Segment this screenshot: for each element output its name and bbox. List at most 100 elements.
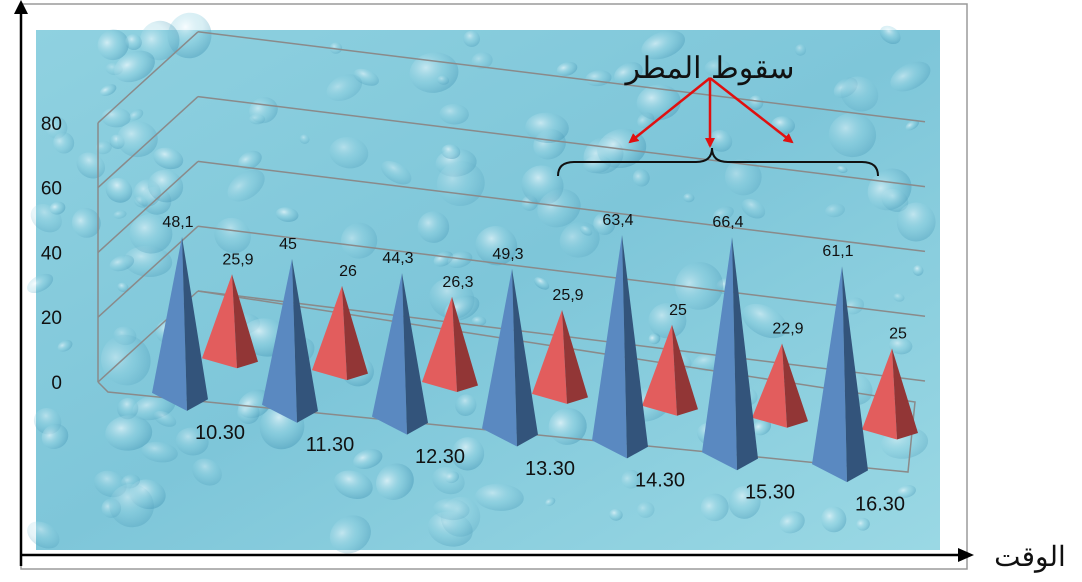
pyramid-face-right: [842, 266, 868, 483]
rain-annotation: سقوط المطر: [557, 51, 879, 177]
data-label: 45: [279, 236, 297, 253]
water-drop: [27, 521, 60, 549]
category-label: 16.30: [855, 494, 905, 516]
grid-line: [197, 160, 926, 253]
data-label: 49,3: [492, 246, 523, 263]
water-drop: [890, 61, 931, 92]
pyramid: [592, 235, 648, 459]
water-drop: [139, 20, 180, 61]
water-drop: [105, 415, 153, 451]
water-drop: [451, 437, 485, 471]
water-drop: [192, 458, 222, 486]
water-drop: [545, 497, 556, 507]
water-drop: [329, 42, 343, 54]
water-drop: [475, 226, 518, 266]
y-tick-label: 20: [41, 308, 62, 329]
water-drop: [167, 12, 212, 59]
category-label: 15.30: [745, 482, 795, 504]
water-drop: [153, 410, 177, 427]
water-drop: [794, 44, 807, 56]
water-drop: [821, 506, 847, 533]
y-tick-label: 60: [41, 179, 62, 200]
pyramid-face-right: [512, 268, 538, 447]
water-drop: [97, 29, 129, 61]
pyramid: [862, 348, 918, 440]
pyramid: [532, 310, 588, 404]
data-label: 22,9: [772, 321, 803, 338]
x-axis-title: الوقت: [994, 540, 1066, 573]
water-drop: [299, 134, 310, 144]
water-drop: [828, 112, 877, 158]
pyramid: [372, 273, 428, 435]
water-drop: [417, 211, 450, 243]
water-drop: [614, 62, 643, 85]
data-label: 26,3: [442, 274, 473, 291]
water-drop: [525, 112, 569, 144]
water-drop: [117, 282, 129, 292]
y-axis-arrowhead: [14, 0, 28, 14]
water-drop: [637, 501, 655, 518]
water-drop: [238, 150, 262, 170]
water-drop: [125, 34, 142, 51]
pyramid-face-left: [642, 324, 677, 416]
grid-line: [97, 96, 199, 189]
water-drop: [447, 251, 473, 269]
pyramid: [642, 324, 698, 416]
pyramid-face-left: [202, 274, 237, 369]
category-label: 14.30: [635, 470, 685, 492]
water-drop: [237, 389, 272, 419]
pyramid-face-left: [532, 310, 567, 404]
grid-line: [197, 225, 926, 317]
y-tick-label: 80: [41, 114, 62, 135]
water-drop: [381, 160, 412, 185]
water-drop: [129, 213, 173, 254]
water-drop: [556, 61, 578, 76]
water-drop: [825, 203, 845, 218]
water-drop: [113, 210, 127, 219]
water-drop: [700, 493, 729, 522]
water-drop: [214, 217, 251, 254]
category-labels: 10.30 11.30 12.30 13.30 14.30 15.30 16.30: [195, 422, 905, 515]
water-drop: [867, 168, 912, 211]
water-drop: [533, 277, 550, 290]
water-drop: [537, 188, 581, 228]
pyramid-face-right: [452, 296, 478, 392]
water-drop: [329, 136, 369, 169]
water-drop: [712, 206, 734, 222]
water-drop: [748, 95, 764, 110]
water-drop: [704, 59, 731, 78]
water-drop: [117, 397, 139, 420]
pyramid-face-left: [812, 266, 847, 483]
water-drop: [455, 394, 477, 416]
water-drop: [141, 441, 178, 463]
pyramid-face-left: [752, 343, 787, 428]
water-drop: [57, 339, 73, 352]
water-drop: [333, 470, 373, 499]
pyramid-face-left: [702, 237, 737, 471]
pyramid: [152, 237, 208, 411]
pyramid: [202, 274, 258, 369]
water-drop: [742, 303, 788, 339]
water-drop: [905, 119, 919, 131]
pyramid-face-right: [672, 324, 698, 416]
category-label: 13.30: [525, 458, 575, 480]
water-drop: [353, 449, 383, 469]
water-drop: [728, 485, 761, 519]
data-label: 25: [669, 302, 687, 319]
grid-line: [97, 31, 199, 124]
pyramids: [152, 235, 918, 483]
water-drop: [27, 273, 54, 293]
grid-line: [97, 160, 199, 253]
pyramid-face-left: [482, 268, 517, 447]
water-drop: [109, 254, 135, 272]
category-label: 10.30: [195, 422, 245, 444]
water-drop: [641, 30, 685, 60]
water-drop: [101, 334, 151, 386]
data-labels: 48,1 25,9 45 26 44,3 26,3 49,3 25,9 63,4 25 66,4 22…: [162, 212, 907, 343]
pyramid-face-right: [182, 237, 208, 411]
water-drop: [463, 30, 480, 47]
pyramid: [422, 296, 478, 392]
water-drop: [896, 202, 936, 242]
annotation-brace: [557, 147, 879, 177]
water-drop: [844, 297, 865, 315]
